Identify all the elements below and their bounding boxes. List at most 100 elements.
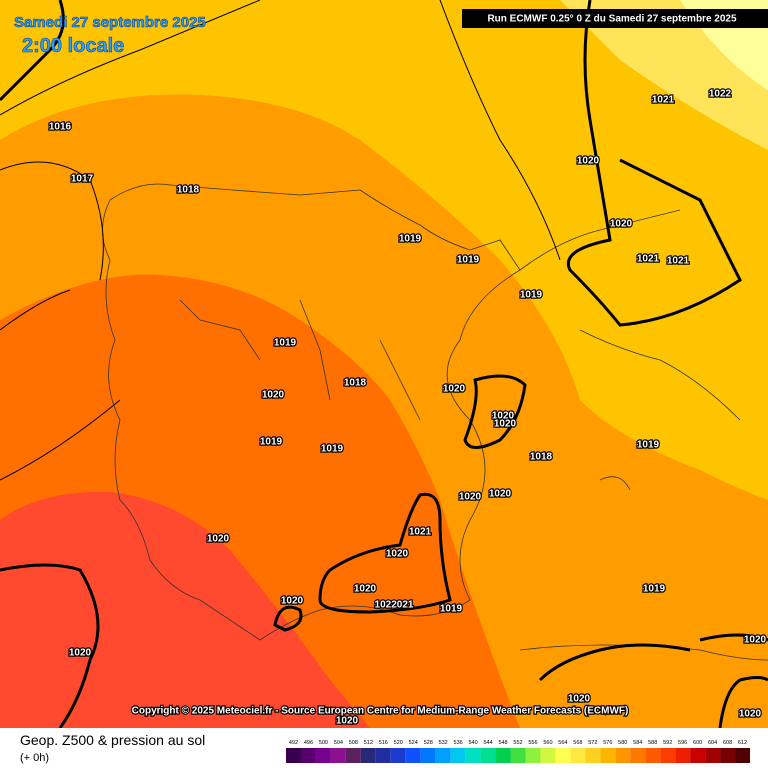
scale-label: 612 [738, 740, 747, 746]
isobar-labels: 1016 1017 1018 1019 1019 1019 1020 1021 1022 1020… [48, 87, 768, 727]
isobar-label: 1019 [457, 255, 480, 266]
run-box [462, 9, 768, 28]
isobar-label: 1019 [440, 604, 463, 615]
isobar-label: 1022 [709, 89, 732, 100]
scale-swatch [675, 748, 691, 763]
isobar-label: 1016 [49, 122, 72, 133]
scale-swatch [720, 748, 736, 763]
isobar-label: 1020 [207, 534, 230, 545]
scale-label: 524 [409, 740, 418, 746]
isobar-label: 1018 [344, 378, 367, 389]
scale-label: 520 [394, 740, 403, 746]
isobar-label: 1018 [530, 452, 553, 463]
scale-swatch [510, 748, 526, 763]
scale-label: 540 [469, 740, 478, 746]
scale-label: 564 [558, 740, 567, 746]
isobar-label: 1021 [667, 256, 690, 267]
thick-isobars [0, 0, 768, 729]
scale-label: 596 [678, 740, 687, 746]
map-background [0, 0, 768, 728]
isobar-label: 1019 [520, 290, 543, 301]
scale-swatch [480, 748, 496, 763]
scale-swatch [450, 748, 466, 763]
scale-label: 532 [439, 740, 448, 746]
isobar-label: 1017 [71, 174, 94, 185]
isobar-label: 1020 [494, 419, 517, 430]
isobar-label: 1018 [177, 185, 200, 196]
scale-label: 584 [633, 740, 642, 746]
isobar-label: 1020 [336, 716, 359, 727]
scale-label: 568 [573, 740, 582, 746]
coastlines [102, 183, 768, 661]
color-scale: 492 496 500 504 508 512 516 520 524 528 532 536 540 5… [286, 740, 750, 763]
scale-label: 604 [708, 740, 717, 746]
isobar-label: 1020 [577, 156, 600, 167]
scale-swatch [375, 748, 391, 763]
scale-label: 536 [454, 740, 463, 746]
scale-swatch [420, 748, 436, 763]
scale-label: 576 [603, 740, 612, 746]
scale-swatch [690, 748, 706, 763]
isobar-label: 1019 [643, 584, 666, 595]
scale-swatch [390, 748, 406, 763]
isobar-label: 1020 [492, 411, 515, 422]
scale-label: 508 [349, 740, 358, 746]
isobar-label: 1020 [739, 709, 762, 720]
scale-swatch [705, 748, 721, 763]
isobar-label: 1020 [386, 549, 409, 560]
scale-swatch [660, 748, 676, 763]
scale-label: 516 [379, 740, 388, 746]
run-info: Run ECMWF 0.25° 0 Z du Samedi 27 septemb… [487, 14, 737, 25]
scale-swatch [615, 748, 631, 763]
scale-label: 560 [543, 740, 552, 746]
scale-swatch [600, 748, 616, 763]
scale-label: 580 [618, 740, 627, 746]
scale-label: 608 [723, 740, 732, 746]
scale-swatch [735, 748, 750, 763]
scale-label: 556 [528, 740, 537, 746]
scale-label: 572 [588, 740, 597, 746]
scale-label: 492 [289, 740, 298, 746]
isobar-label: 1021 [652, 95, 675, 106]
isobar-label: 1020 [568, 694, 591, 705]
scale-label: 504 [334, 740, 343, 746]
isobar-label: 1020 [354, 584, 377, 595]
scale-label: 588 [648, 740, 657, 746]
scale-swatch [360, 748, 376, 763]
isobar-label: 1020 [744, 635, 767, 646]
scale-label: 552 [513, 740, 522, 746]
scale-label: 528 [424, 740, 433, 746]
isobar-label: 1020 [281, 596, 304, 607]
isobar-label: 1019 [321, 444, 344, 455]
isobar-label: 1019 [274, 338, 297, 349]
footer-lead: (+ 0h) [20, 752, 49, 764]
scale-swatch [555, 748, 571, 763]
scale-swatch [570, 748, 586, 763]
scale-swatch [405, 748, 421, 763]
isobar-label: 1020 [489, 489, 512, 500]
scale-swatch [585, 748, 601, 763]
scale-swatch [315, 748, 331, 763]
scale-label: 600 [693, 740, 702, 746]
isobar-label: 1019 [399, 234, 422, 245]
map-time: 2:00 locale [22, 35, 124, 57]
scale-swatch [540, 748, 556, 763]
isobar-label: 1019 [260, 437, 283, 448]
scale-swatch [525, 748, 541, 763]
scale-label: 548 [498, 740, 507, 746]
scale-swatch [435, 748, 451, 763]
isobar-label: 1021 [637, 254, 660, 265]
isobars [0, 0, 561, 481]
scale-swatch [645, 748, 661, 763]
scale-swatch [630, 748, 646, 763]
isobar-label: 1020 [459, 492, 482, 503]
isobar-label: 1019 [637, 440, 660, 451]
isobar-label: 1022021 [375, 600, 414, 611]
isobar-label: 1020 [69, 648, 92, 659]
footer-label: Geop. Z500 & pression au sol [20, 732, 205, 748]
scale-label: 512 [364, 740, 373, 746]
scale-swatch [300, 748, 316, 763]
copyright: Copyright © 2025 Meteociel.fr - Source E… [132, 706, 629, 717]
scale-label: 496 [304, 740, 313, 746]
